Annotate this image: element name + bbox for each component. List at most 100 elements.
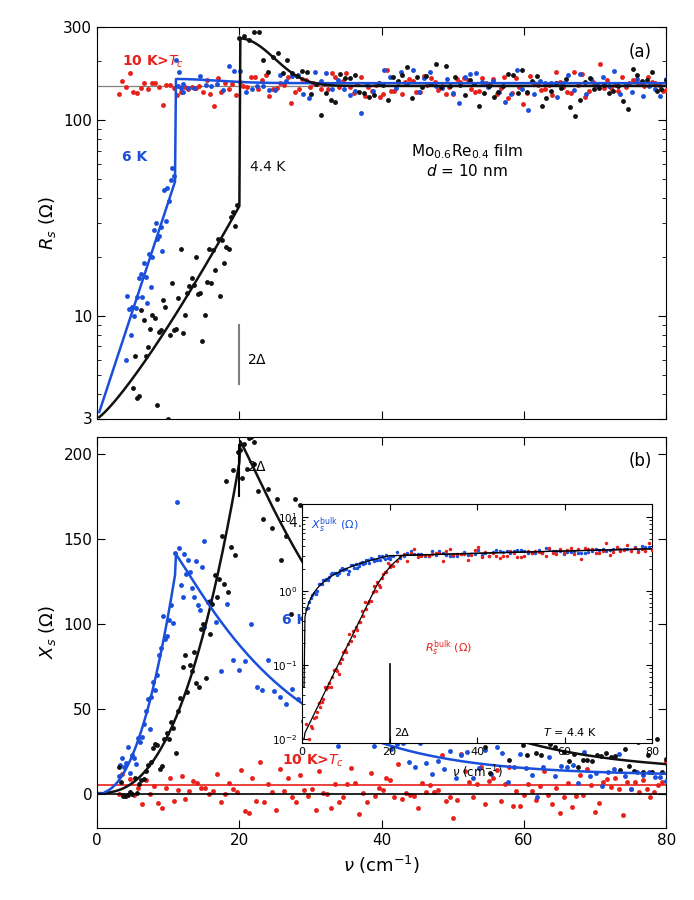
Point <box>384 552 395 566</box>
Point <box>615 542 626 556</box>
Point <box>574 768 585 782</box>
Point <box>392 678 403 692</box>
Point <box>562 776 573 790</box>
Point <box>325 93 336 107</box>
Point <box>334 79 345 94</box>
Point <box>566 799 577 814</box>
Point <box>517 82 528 96</box>
Point <box>570 789 581 804</box>
Point <box>233 662 244 677</box>
Point <box>415 735 426 750</box>
Point <box>550 76 561 91</box>
Point <box>142 295 153 310</box>
Point <box>326 66 337 80</box>
Point <box>605 750 616 764</box>
Point <box>286 95 297 110</box>
Point <box>319 680 330 695</box>
Point <box>341 635 352 650</box>
Point <box>307 721 318 735</box>
Point <box>633 785 644 799</box>
Point <box>292 692 303 706</box>
Point <box>138 717 149 732</box>
Point <box>113 769 124 783</box>
Point <box>471 777 482 791</box>
Point <box>441 548 452 562</box>
Point <box>357 609 369 624</box>
Point <box>419 547 430 562</box>
Point <box>173 704 184 718</box>
Point <box>305 718 316 733</box>
Point <box>339 71 350 86</box>
Point <box>554 75 565 89</box>
Point <box>507 68 518 83</box>
Point <box>348 561 359 575</box>
Point <box>503 760 514 774</box>
Point <box>412 550 423 564</box>
Point <box>475 718 486 733</box>
Point <box>638 88 649 103</box>
Point <box>198 619 210 634</box>
Point <box>366 84 378 98</box>
Point <box>468 771 479 786</box>
Point <box>591 748 602 762</box>
Point <box>350 557 361 572</box>
Point <box>330 69 341 84</box>
Point <box>176 85 187 99</box>
Point <box>385 84 396 98</box>
Point <box>378 567 389 581</box>
Point <box>378 78 389 93</box>
Point <box>140 763 151 778</box>
Point <box>173 291 184 305</box>
Text: (a): (a) <box>629 42 652 60</box>
Point <box>573 78 584 93</box>
Point <box>327 566 338 580</box>
Point <box>216 85 227 99</box>
Point <box>140 349 151 364</box>
Point <box>201 274 212 289</box>
Point <box>505 545 516 560</box>
Point <box>363 80 374 94</box>
Point <box>123 740 134 754</box>
Point <box>307 588 318 602</box>
Point <box>615 544 626 558</box>
Point <box>131 786 142 800</box>
Point <box>593 80 604 94</box>
Point <box>520 761 532 776</box>
Point <box>568 547 579 562</box>
Point <box>443 685 454 699</box>
Point <box>145 754 156 769</box>
Point <box>359 86 370 101</box>
Point <box>152 232 163 247</box>
Point <box>421 785 432 799</box>
Point <box>425 71 437 86</box>
Point <box>161 77 172 92</box>
Point <box>622 538 633 553</box>
Point <box>156 801 167 815</box>
Point <box>536 83 547 97</box>
Point <box>278 77 289 92</box>
Point <box>540 734 551 748</box>
Point <box>608 84 619 98</box>
Point <box>197 333 208 347</box>
Point <box>437 79 448 94</box>
Point <box>511 63 522 77</box>
Point <box>133 271 144 285</box>
Point <box>469 543 480 557</box>
Point <box>304 687 315 701</box>
Point <box>146 76 157 90</box>
Point <box>219 787 230 801</box>
Point <box>175 578 186 592</box>
Point <box>464 72 475 86</box>
Point <box>567 758 578 772</box>
Point <box>619 742 630 757</box>
Point <box>604 544 616 558</box>
Point <box>290 491 301 506</box>
Point <box>255 755 266 770</box>
Point <box>282 771 294 786</box>
Point <box>528 86 539 101</box>
Point <box>412 801 423 815</box>
Point <box>452 732 463 746</box>
Point <box>287 69 298 84</box>
Point <box>538 760 549 775</box>
Point <box>234 31 245 45</box>
